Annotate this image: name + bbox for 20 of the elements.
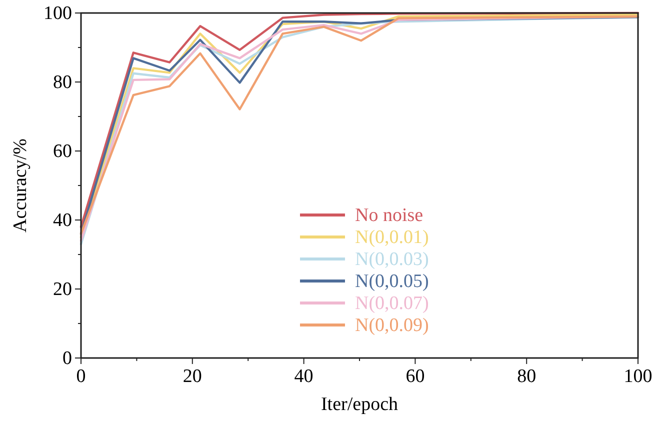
x-axis-title: Iter/epoch (320, 394, 399, 415)
x-tick-label: 20 (182, 366, 202, 387)
y-axis-title: Accuracy/% (10, 138, 31, 232)
x-tick-label: 80 (517, 366, 536, 387)
y-tick-label: 60 (53, 141, 72, 162)
legend-label: N(0,0.09) (355, 315, 429, 336)
x-tick-label: 100 (624, 366, 652, 387)
y-tick-label: 80 (53, 72, 72, 93)
x-tick-label: 40 (294, 366, 314, 387)
y-tick-label: 40 (53, 210, 72, 231)
legend-label: N(0,0.07) (355, 293, 429, 314)
y-tick-label: 100 (44, 3, 72, 24)
x-tick-label: 60 (406, 366, 425, 387)
legend-label: N(0,0.05) (355, 271, 429, 292)
y-tick-label: 20 (53, 279, 72, 300)
legend-label: N(0,0.01) (355, 227, 429, 248)
y-tick-label: 0 (62, 348, 72, 369)
legend-label: No noise (355, 205, 424, 226)
legend-label: N(0,0.03) (355, 249, 429, 270)
x-tick-label: 0 (76, 366, 86, 387)
